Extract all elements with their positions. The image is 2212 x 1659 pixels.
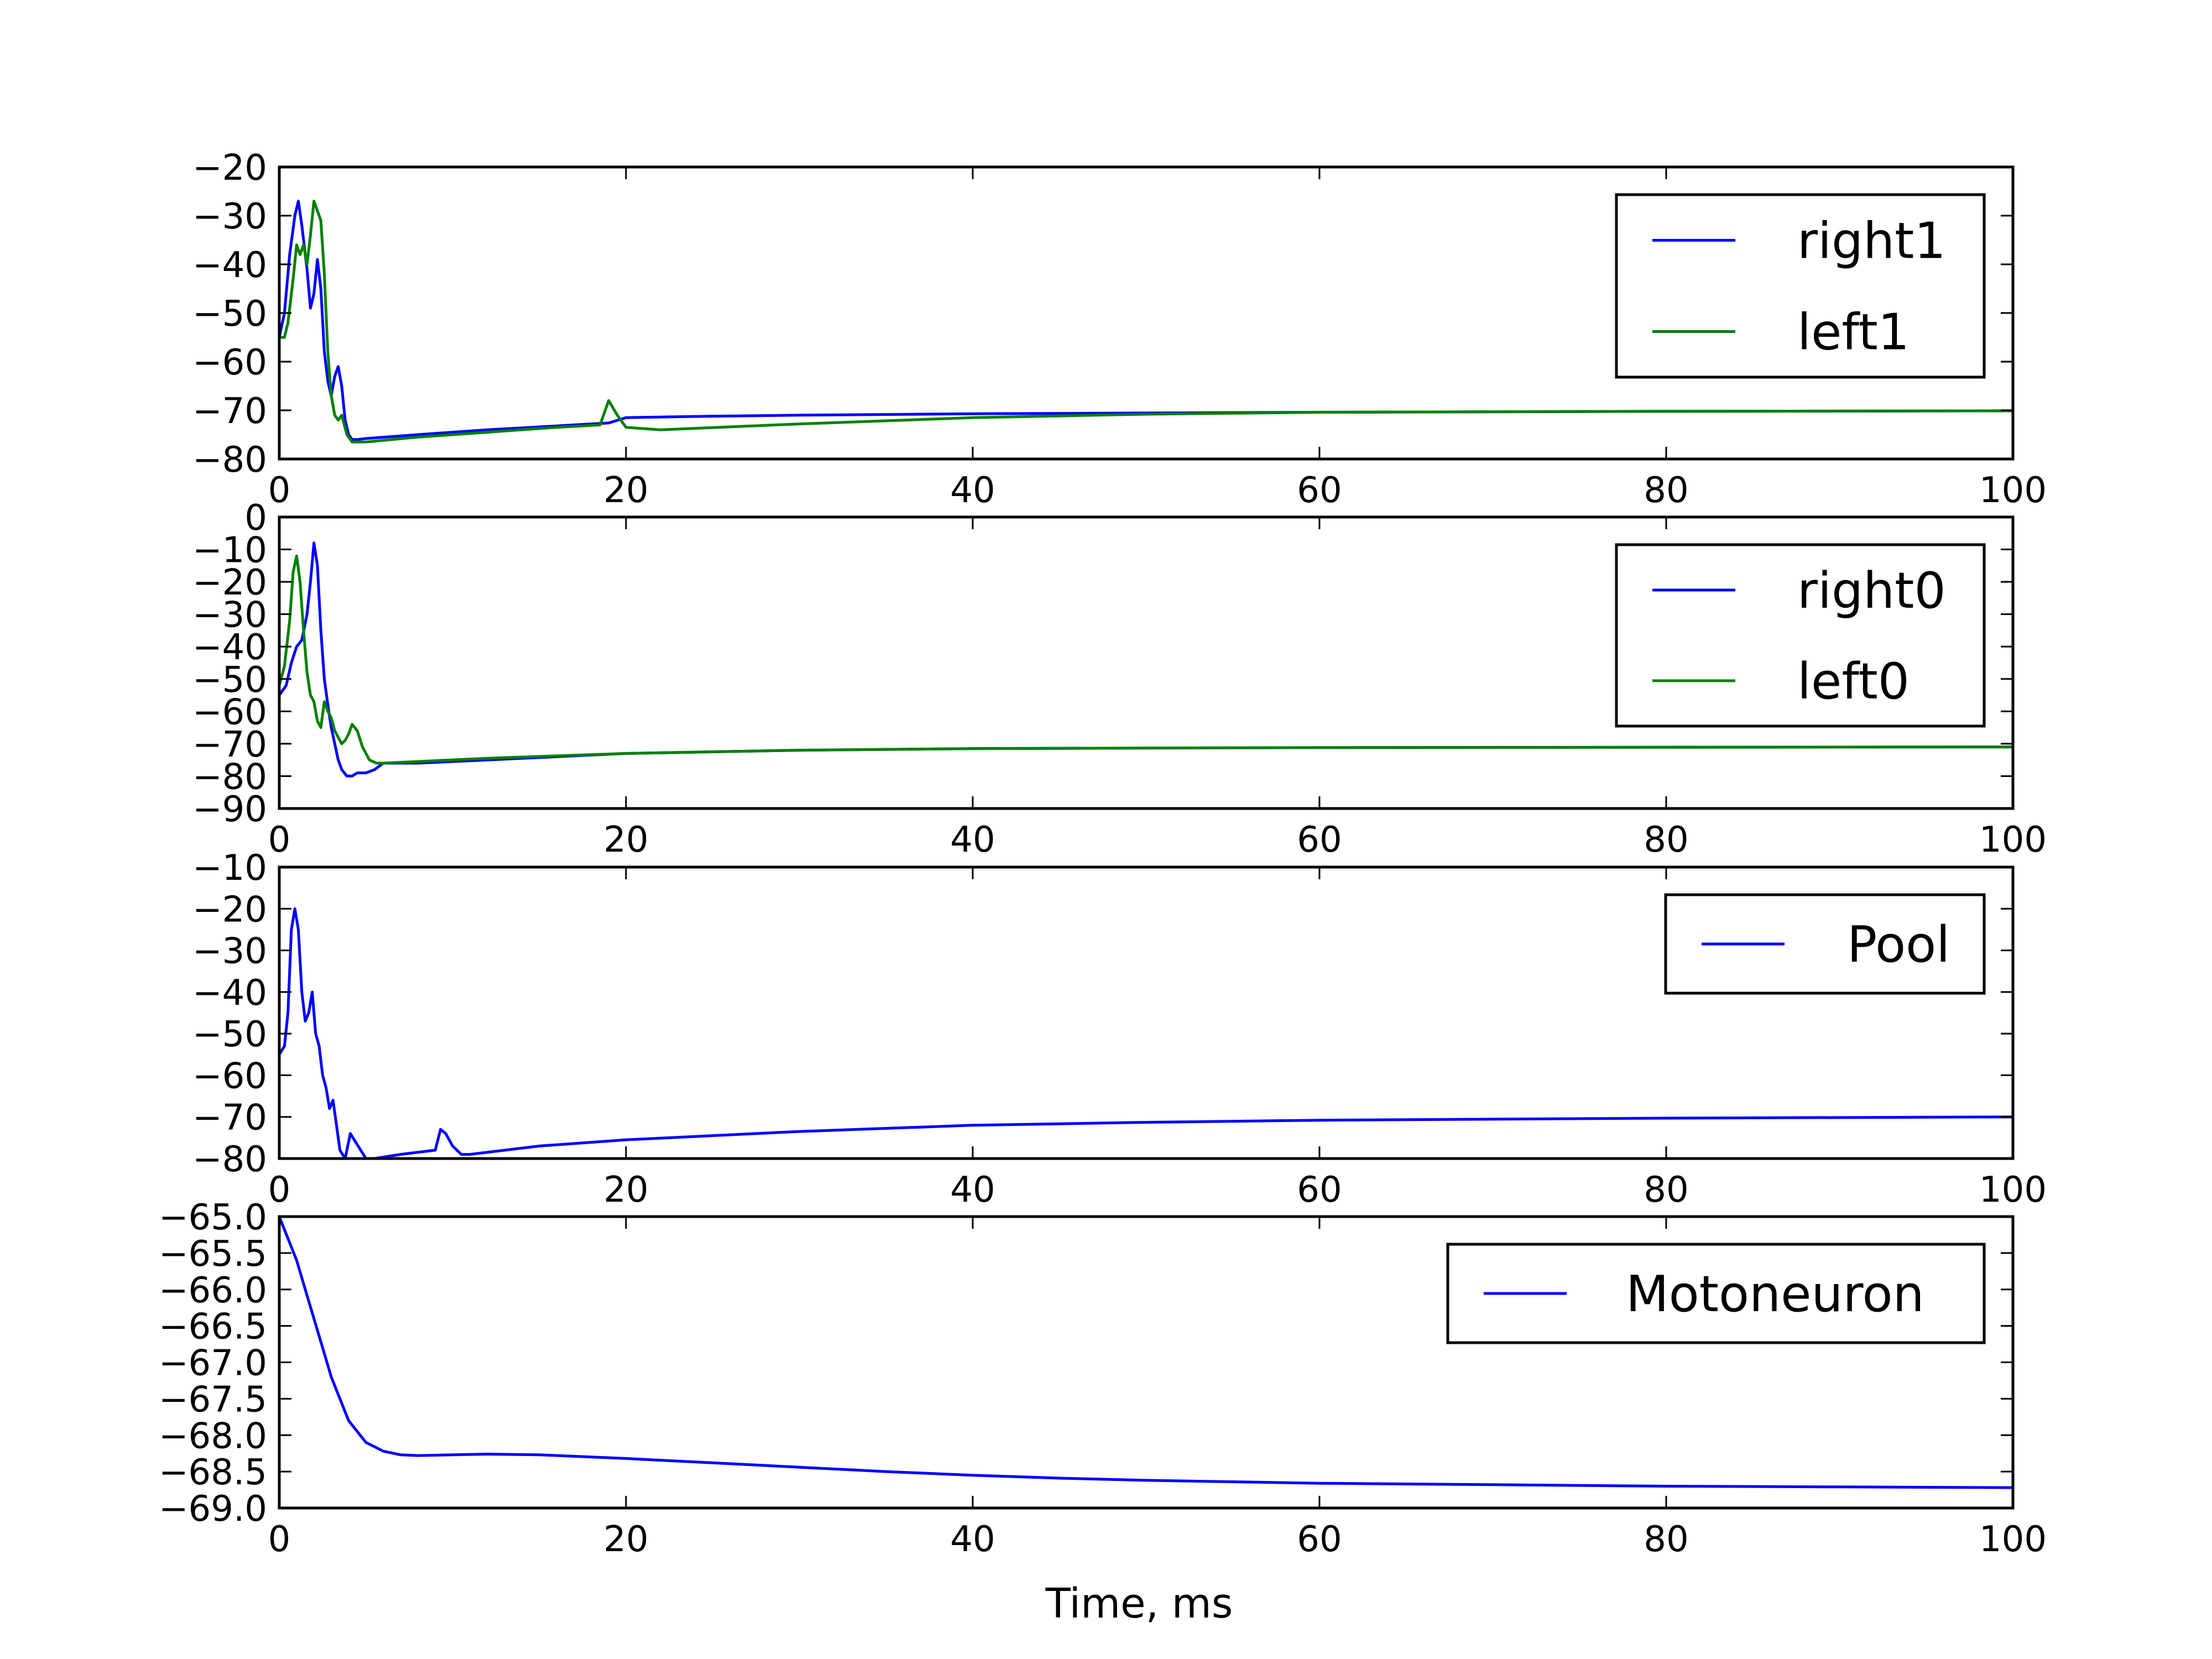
y-tick-label: −70 [192, 391, 267, 432]
y-tick-label: −20 [192, 889, 267, 930]
y-tick-label: −70 [192, 724, 267, 765]
y-tick-label: −50 [192, 660, 267, 701]
axes-frame [278, 515, 2015, 810]
x-tick-label: 80 [1644, 470, 1688, 511]
series-line-Pool [279, 907, 2013, 1159]
y-tick-label: −30 [192, 196, 267, 237]
x-tick-label: 60 [1297, 1170, 1342, 1211]
y-tick-label: −67.5 [159, 1379, 267, 1420]
y-tick-label: −80 [192, 440, 267, 481]
x-tick-label: 100 [1979, 820, 2047, 860]
subplot-2: 0 20 40 60 80 1000−10−20−30−40−50−60−70−80−90… [192, 498, 2047, 860]
y-tick-label: −20 [192, 148, 267, 189]
subplot-4: 0 20 40 60 80 100 −65.0−65.5−66.0−66.5−67.0−67… [159, 1197, 2047, 1560]
legend-label-left0: left0 [1797, 653, 1910, 711]
x-tick-label: 0 [268, 820, 291, 860]
series-line-Motoneuron [279, 1217, 2013, 1489]
y-tick-label: 0 [244, 498, 267, 539]
x-tick-label: 80 [1644, 820, 1688, 860]
x-tick-label: 0 [268, 1170, 291, 1211]
x-tick-label: 80 [1644, 1519, 1688, 1560]
y-tick-label: −60 [192, 692, 267, 733]
y-tick-label: −40 [192, 973, 267, 1014]
y-tick-label: −80 [192, 1139, 267, 1180]
x-tick-label: 100 [1979, 470, 2047, 511]
legend: Motoneuron [1446, 1243, 1986, 1344]
x-tick-label: 100 [1979, 1170, 2047, 1211]
y-tick-label: −65.0 [159, 1197, 267, 1238]
x-tick-label: 40 [950, 1519, 995, 1560]
x-tick-label: 60 [1297, 820, 1342, 860]
y-tick-label: −66.0 [159, 1270, 267, 1311]
series-line-left1 [279, 200, 2013, 444]
y-tick-label: −65.5 [159, 1234, 267, 1275]
axes-frame [278, 865, 2015, 1160]
y-tick-label: −10 [192, 530, 267, 571]
x-tick-label: 0 [268, 1519, 291, 1560]
x-tick-label: 0 [268, 470, 291, 511]
subplot-3: 0 20 40 60 80 100 −10−20−30−40−50−60−70−80 Pool [192, 848, 2047, 1211]
y-tick-label: −68.0 [159, 1416, 267, 1457]
y-tick-label: −67.0 [159, 1343, 267, 1384]
y-tick-label: −70 [192, 1098, 267, 1139]
legend-label-Motoneuron: Motoneuron [1626, 1265, 1924, 1323]
x-tick-label: 60 [1297, 1519, 1342, 1560]
legend-box [1615, 193, 1986, 379]
x-tick-label: 40 [950, 1170, 995, 1211]
x-tick-label: 20 [603, 470, 648, 511]
legend-box [1615, 543, 1986, 728]
y-tick-label: −66.5 [159, 1307, 267, 1348]
y-tick-label: −60 [192, 342, 267, 383]
x-tick-label: 40 [950, 470, 995, 511]
x-tick-label: 80 [1644, 1170, 1688, 1211]
x-axis-label: Time, ms [1045, 1580, 1233, 1627]
y-tick-label: −68.5 [159, 1452, 267, 1493]
y-tick-label: −80 [192, 757, 267, 797]
legend-label-right1: right1 [1797, 212, 1946, 270]
y-tick-label: −30 [192, 931, 267, 972]
legend: right0 left0 [1615, 543, 1986, 728]
x-tick-label: 20 [603, 820, 648, 860]
y-tick-label: −40 [192, 627, 267, 668]
y-tick-label: −50 [192, 294, 267, 335]
series-line-right1 [279, 200, 2013, 441]
x-tick-label: 20 [603, 1170, 648, 1211]
legend: Pool [1664, 893, 1986, 995]
y-tick-label: −30 [192, 595, 267, 636]
y-tick-label: −69.0 [159, 1489, 267, 1530]
y-tick-label: −40 [192, 245, 267, 286]
subplot-1: 0 20 40 60 80 100 −20 −30 −40 −50 −60 −70 −80 right1 l… [192, 148, 2047, 511]
legend-label-Pool: Pool [1847, 916, 1950, 974]
x-tick-label: 20 [603, 1519, 648, 1560]
y-tick-label: −10 [192, 848, 267, 889]
legend: right1 left1 [1615, 193, 1986, 379]
x-tick-label: 100 [1979, 1519, 2047, 1560]
y-tick-label: −50 [192, 1014, 267, 1055]
y-tick-label: −60 [192, 1056, 267, 1097]
x-tick-label: 40 [950, 820, 995, 860]
panels: 0 20 40 60 80 100−20−30−40−50−60−70−80right1l… [159, 148, 2047, 1560]
series-line-left0 [279, 554, 2013, 765]
legend-label-left1: left1 [1797, 304, 1910, 362]
y-tick-label: −90 [192, 789, 267, 830]
y-tick-label: −20 [192, 562, 267, 603]
legend-label-right0: right0 [1797, 562, 1946, 620]
x-tick-label: 60 [1297, 470, 1342, 511]
